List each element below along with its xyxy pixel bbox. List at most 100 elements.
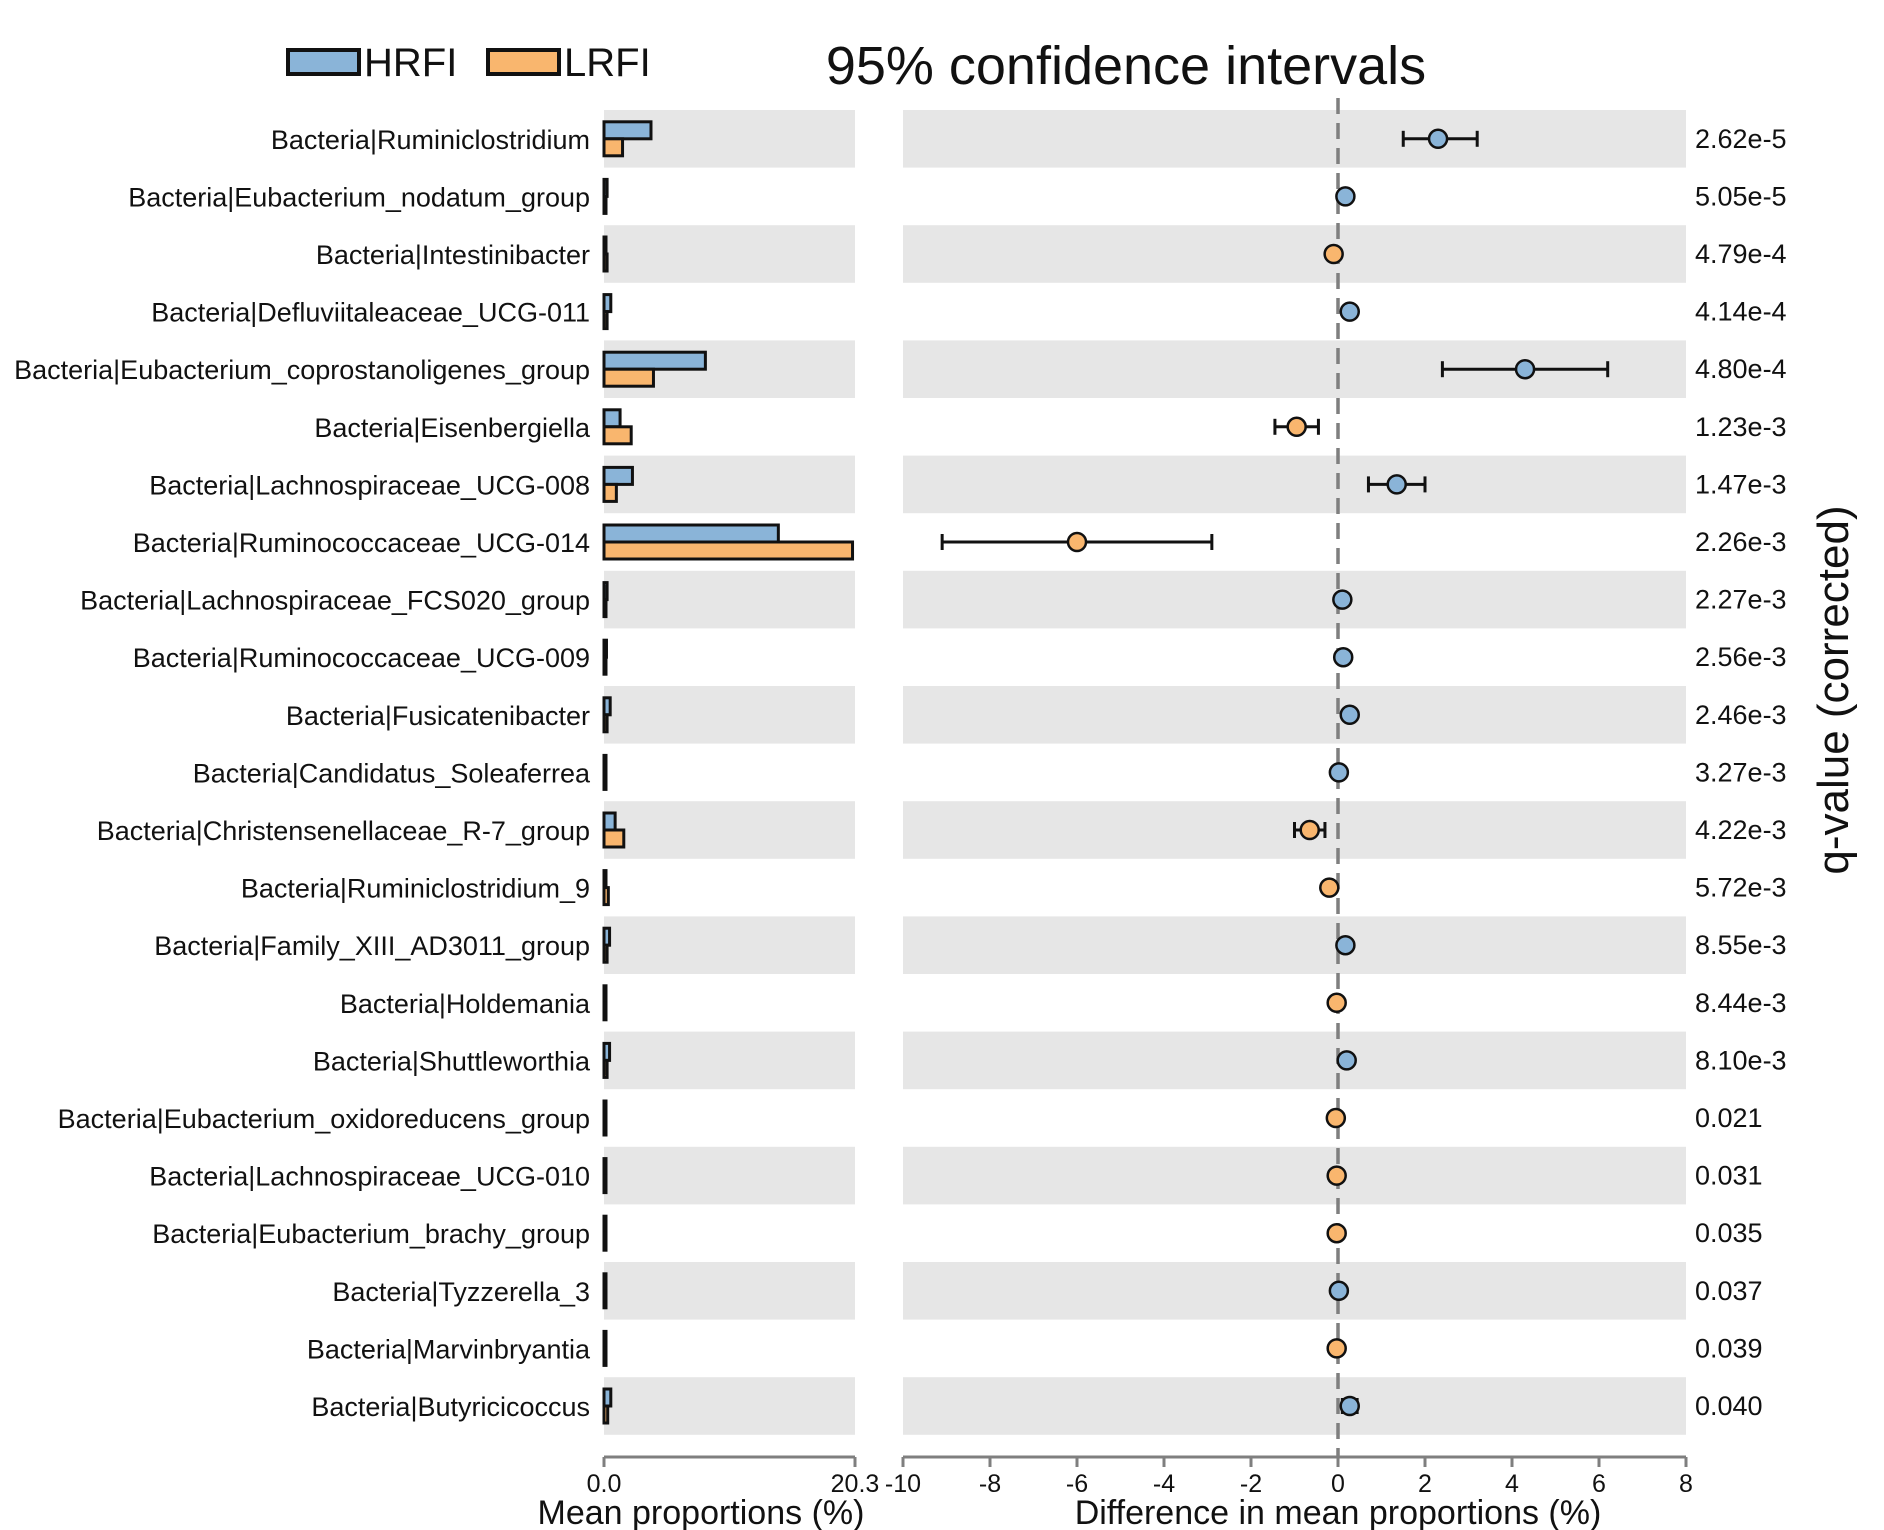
bar-hrfi bbox=[602, 408, 622, 429]
bar-lrfi bbox=[602, 482, 618, 503]
bar-hrfi bbox=[602, 1329, 608, 1350]
q-value: 8.44e-3 bbox=[1695, 988, 1787, 1018]
bar-lrfi bbox=[602, 1174, 608, 1195]
taxon-label: Bacteria|Fusicatenibacter bbox=[286, 701, 590, 731]
diff-point bbox=[1326, 1338, 1347, 1359]
bar-lrfi bbox=[602, 194, 608, 215]
bar-hrfi bbox=[602, 1157, 608, 1178]
taxon-label: Bacteria|Ruminiclostridium bbox=[271, 125, 590, 155]
q-values: 2.62e-5 5.05e-5 4.79e-4 4.14e-4 4.80e-4 1.23e… bbox=[1695, 124, 1787, 1421]
row-band-left bbox=[604, 1146, 855, 1205]
q-value: 2.56e-3 bbox=[1695, 642, 1787, 672]
taxon-label: Bacteria|Lachnospiraceae_UCG-008 bbox=[149, 470, 590, 500]
diff-point bbox=[1386, 474, 1407, 495]
bar-lrfi bbox=[602, 655, 608, 676]
bar-lrfi bbox=[602, 252, 609, 273]
bar-hrfi bbox=[602, 465, 634, 486]
q-value: 2.62e-5 bbox=[1695, 124, 1787, 154]
row-band-right bbox=[903, 916, 1686, 974]
q-value: 0.039 bbox=[1695, 1333, 1763, 1363]
q-value: 1.23e-3 bbox=[1695, 412, 1787, 442]
q-value: 4.79e-4 bbox=[1695, 239, 1787, 269]
row-band-right bbox=[903, 1146, 1686, 1205]
row-band-right bbox=[903, 225, 1686, 283]
taxon-label: Bacteria|Intestinibacter bbox=[316, 240, 590, 270]
taxon-label: Bacteria|Holdemania bbox=[340, 989, 591, 1019]
row-band-right bbox=[903, 1262, 1686, 1320]
diff-point bbox=[1335, 934, 1356, 956]
taxon-label: Bacteria|Eubacterium_brachy_group bbox=[152, 1219, 590, 1249]
bar-lrfi bbox=[602, 1289, 608, 1310]
bar-lrfi bbox=[602, 886, 610, 907]
bar-lrfi bbox=[602, 310, 609, 331]
bar-hrfi bbox=[602, 120, 653, 141]
q-value: 2.27e-3 bbox=[1695, 585, 1787, 615]
diff-point bbox=[1332, 589, 1353, 610]
q-value: 1.47e-3 bbox=[1695, 469, 1787, 499]
q-value: 4.80e-4 bbox=[1695, 354, 1787, 384]
legend: HRFI LRFI bbox=[286, 41, 651, 85]
bar-lrfi bbox=[602, 770, 608, 791]
row-band-right bbox=[903, 455, 1686, 514]
right-x-tick-label: 4 bbox=[1505, 1470, 1519, 1498]
axes: 0.0 20.3 -10 -8 -6 -4 -2 0 2 4 6 8 bbox=[587, 1455, 1693, 1498]
taxon-label: Bacteria|Family_XIII_AD3011_group bbox=[154, 931, 590, 961]
right-x-tick-label: 6 bbox=[1592, 1470, 1606, 1498]
taxon-label: Bacteria|Eubacterium_nodatum_group bbox=[128, 182, 590, 212]
bar-hrfi bbox=[602, 1387, 613, 1408]
right-x-tick-label: 8 bbox=[1679, 1470, 1693, 1498]
diff-point bbox=[1325, 1107, 1347, 1129]
taxon-label: Bacteria|Eisenbergiella bbox=[314, 413, 591, 443]
bar-hrfi bbox=[602, 926, 612, 947]
bar-hrfi bbox=[602, 350, 707, 371]
right-x-axis-title: Difference in mean proportions (%) bbox=[1075, 1494, 1602, 1530]
bar-hrfi bbox=[602, 293, 613, 314]
bar-hrfi bbox=[602, 1214, 608, 1235]
bar-hrfi bbox=[602, 1041, 612, 1062]
diff-point bbox=[1339, 301, 1360, 322]
right-x-tick-label: -10 bbox=[885, 1470, 921, 1498]
mean-proportion-bars bbox=[602, 120, 855, 1425]
bar-lrfi bbox=[602, 1116, 608, 1137]
q-value: 5.72e-3 bbox=[1695, 873, 1787, 903]
diff-point bbox=[1339, 1395, 1360, 1417]
q-value: 0.037 bbox=[1695, 1276, 1763, 1306]
q-value: 0.021 bbox=[1695, 1103, 1763, 1133]
row-band-left bbox=[604, 801, 855, 859]
bar-lrfi bbox=[602, 1346, 608, 1367]
row-band-right bbox=[903, 1377, 1686, 1435]
bar-lrfi bbox=[602, 943, 609, 964]
bar-lrfi bbox=[602, 598, 608, 619]
taxon-label: Bacteria|Christensenellaceae_R-7_group bbox=[97, 816, 590, 846]
row-band-left bbox=[604, 570, 855, 629]
confidence-intervals bbox=[940, 128, 1610, 1417]
q-value: 4.14e-4 bbox=[1695, 297, 1787, 327]
bar-hrfi bbox=[602, 811, 617, 832]
taxon-labels: Bacteria|Ruminiclostridium Bacteria|Eubac… bbox=[14, 125, 591, 1422]
row-band-left bbox=[604, 686, 855, 744]
bar-hrfi bbox=[602, 1099, 608, 1120]
diff-point bbox=[1336, 1050, 1357, 1071]
diff-point bbox=[1427, 128, 1449, 150]
diff-point bbox=[1328, 1280, 1350, 1302]
bar-lrfi bbox=[602, 1001, 608, 1022]
row-band-left bbox=[604, 1031, 855, 1090]
diff-point bbox=[1326, 992, 1347, 1014]
bar-lrfi bbox=[602, 1404, 610, 1425]
bar-hrfi bbox=[602, 984, 608, 1005]
right-x-tick-label: -6 bbox=[1066, 1470, 1088, 1498]
diff-point bbox=[1299, 819, 1320, 841]
q-value: 2.26e-3 bbox=[1695, 527, 1787, 557]
bar-lrfi bbox=[602, 1231, 608, 1252]
legend-hrfi-swatch bbox=[286, 48, 361, 76]
diff-point bbox=[1514, 358, 1536, 380]
legend-hrfi-label: HRFI bbox=[364, 41, 457, 85]
right-x-tick-label: 0 bbox=[1331, 1470, 1345, 1498]
left-x-axis-title: Mean proportions (%) bbox=[538, 1494, 865, 1530]
diff-point bbox=[1332, 646, 1354, 668]
q-value: 2.46e-3 bbox=[1695, 700, 1787, 730]
diff-point bbox=[1339, 704, 1360, 726]
left-x-tick-label: 0.0 bbox=[587, 1470, 622, 1498]
bar-lrfi bbox=[602, 713, 609, 734]
row-band-left bbox=[604, 225, 855, 283]
